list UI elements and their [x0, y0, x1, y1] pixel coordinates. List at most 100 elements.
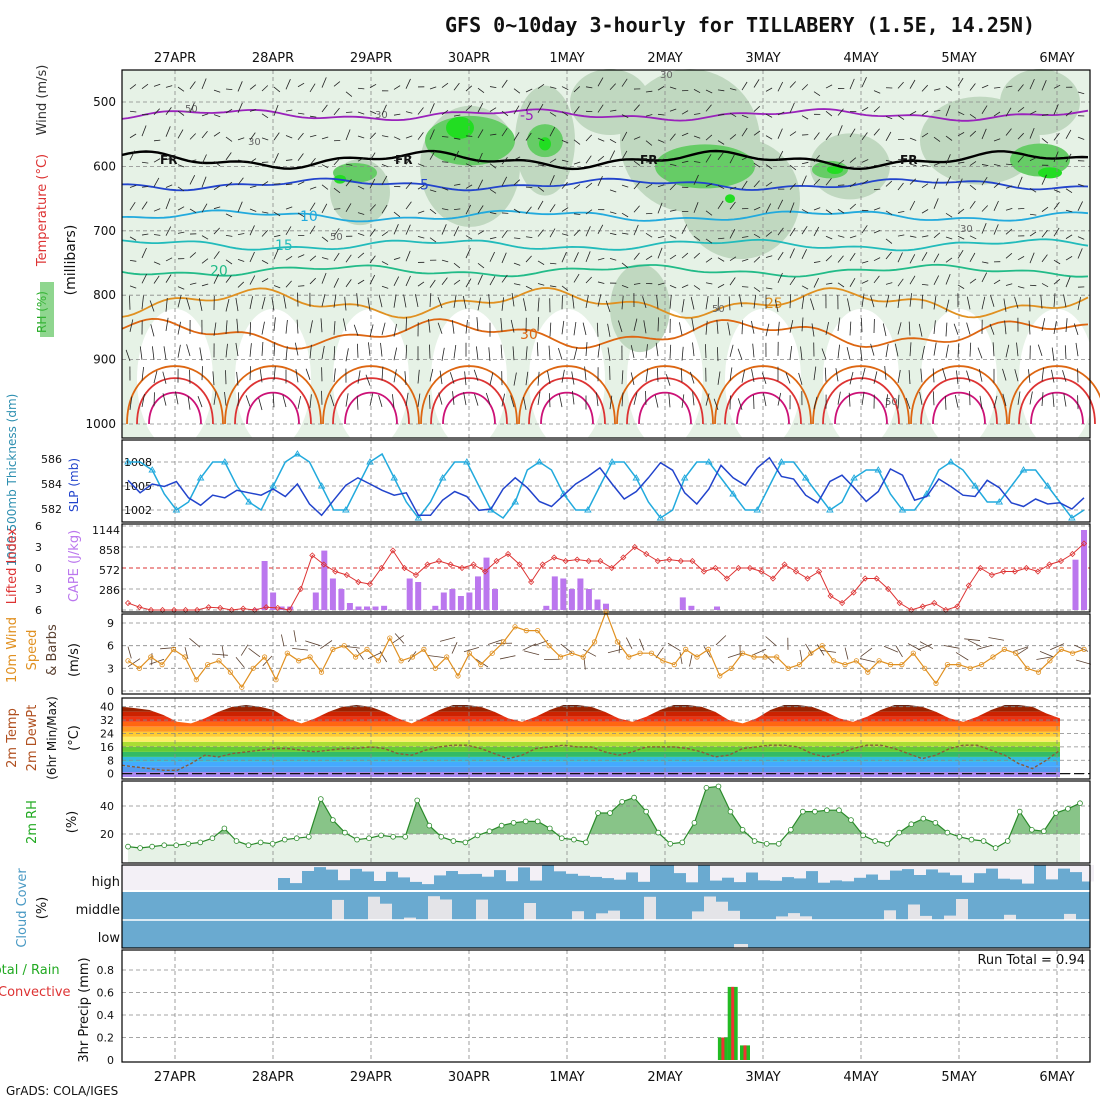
wind-barb [621, 114, 629, 118]
wind-barb [273, 285, 281, 289]
rh-marker [426, 822, 433, 829]
wind-barb [945, 154, 951, 165]
wind-barb [184, 647, 189, 660]
wind-barb [309, 83, 316, 93]
wind-barb [153, 261, 161, 265]
wind-barb [921, 132, 929, 138]
wind-barb [452, 391, 455, 405]
wind-barb [165, 157, 173, 160]
wind-barb [369, 132, 376, 140]
wind-barb [345, 178, 352, 187]
wind-barb [1065, 209, 1073, 213]
wind-barb [259, 368, 263, 383]
surface-temp-contour [344, 391, 398, 425]
wind-barb [549, 262, 557, 265]
wind-barb [573, 273, 580, 283]
wind-barb [691, 318, 695, 332]
rh-marker [1053, 810, 1059, 816]
wind-speed-marker [136, 665, 142, 671]
rh-marker [703, 784, 710, 791]
wind-barb [942, 368, 947, 381]
wind-barb [513, 372, 517, 386]
wind-barb [621, 392, 624, 407]
cloud-gap-high [458, 865, 470, 875]
rh-marker [522, 818, 529, 825]
wind-axis-label-3: & Barbs [45, 624, 60, 676]
wind-barb [1065, 129, 1072, 139]
lifted-index-marker [1034, 568, 1041, 575]
surface-temp-contour [442, 391, 496, 425]
wind-barb [201, 203, 208, 213]
bottom-date-axis: 27APR 28APR 29APR 30APR 1MAY 2MAY 3MAY 4MAY 5MAY… [154, 1070, 1075, 1085]
slp-marker [390, 474, 399, 481]
wind-speed-marker [887, 661, 894, 668]
wind-speed-marker [648, 650, 655, 656]
lifted-index-marker [435, 557, 443, 565]
wind-barb [417, 393, 421, 407]
lifted-index-marker [919, 603, 926, 610]
wind-barb [585, 342, 588, 357]
bottom-date-label: 2MAY [647, 1070, 682, 1085]
temp-band [122, 736, 1060, 742]
wind-barb [894, 343, 899, 357]
wind-barb [453, 114, 461, 117]
very-humid-region [1038, 167, 1062, 179]
wind-barb [1077, 91, 1085, 95]
wind-barb [789, 248, 795, 259]
wind-barb [618, 641, 621, 654]
cape-bar [270, 592, 277, 610]
wind-barb [693, 202, 699, 213]
wind-barb [810, 298, 815, 311]
top-date-label: 4MAY [843, 51, 878, 66]
wind-barb [165, 85, 173, 88]
top-date-label: 2MAY [647, 51, 682, 66]
wind-speed-marker [717, 673, 723, 679]
cape-tick-label: 572 [99, 564, 120, 577]
wind-barb [489, 212, 497, 215]
cloud-gap-high [314, 865, 326, 868]
temp-axis-label-3: (6hr Min/Max) [45, 696, 59, 780]
wind-barb [378, 294, 383, 308]
wind-barb [548, 345, 551, 360]
wind-barb [249, 322, 251, 337]
wind-barb [249, 296, 253, 310]
wind-barb [345, 254, 352, 263]
wind-speed-marker [557, 654, 564, 660]
wind-barb [197, 396, 203, 408]
wind-barb [245, 395, 251, 407]
wind-speed-line [127, 610, 1085, 689]
freezing-level-label: FR [640, 153, 657, 167]
wind-barb [405, 392, 409, 407]
slp-marker [705, 458, 713, 465]
rh-marker [679, 839, 686, 846]
wind-barb [485, 392, 491, 405]
surface-temp-contour [736, 391, 790, 425]
slp-marker [584, 506, 592, 513]
wind-barb [885, 251, 892, 260]
wind-barb [393, 257, 401, 260]
wind-barb [993, 224, 999, 235]
wind-barb [1053, 227, 1060, 237]
wind-barb [356, 395, 359, 410]
wind-barb [993, 279, 1001, 285]
lifted-index-marker [758, 568, 765, 575]
cloud-gap-high [806, 865, 818, 872]
precip-convective-bar [743, 1045, 747, 1060]
wind-barb [177, 129, 184, 139]
wind-speed-marker [796, 661, 803, 668]
wind-barb [321, 257, 329, 260]
wind-barb [365, 374, 371, 386]
wind-barb [705, 104, 712, 112]
rh-marker [595, 810, 601, 816]
cloud-gap-high [194, 865, 206, 891]
wind-barb [451, 642, 458, 654]
wind-barb [391, 635, 405, 644]
wind-speed-marker [148, 654, 154, 660]
wind-barb [237, 159, 245, 162]
wind-barb [549, 322, 552, 337]
wind-barb [785, 372, 791, 384]
cloud-gap-high [554, 865, 566, 872]
cape-axis-label: CAPE (J/kg) [67, 530, 82, 602]
wind-barb [777, 199, 784, 210]
